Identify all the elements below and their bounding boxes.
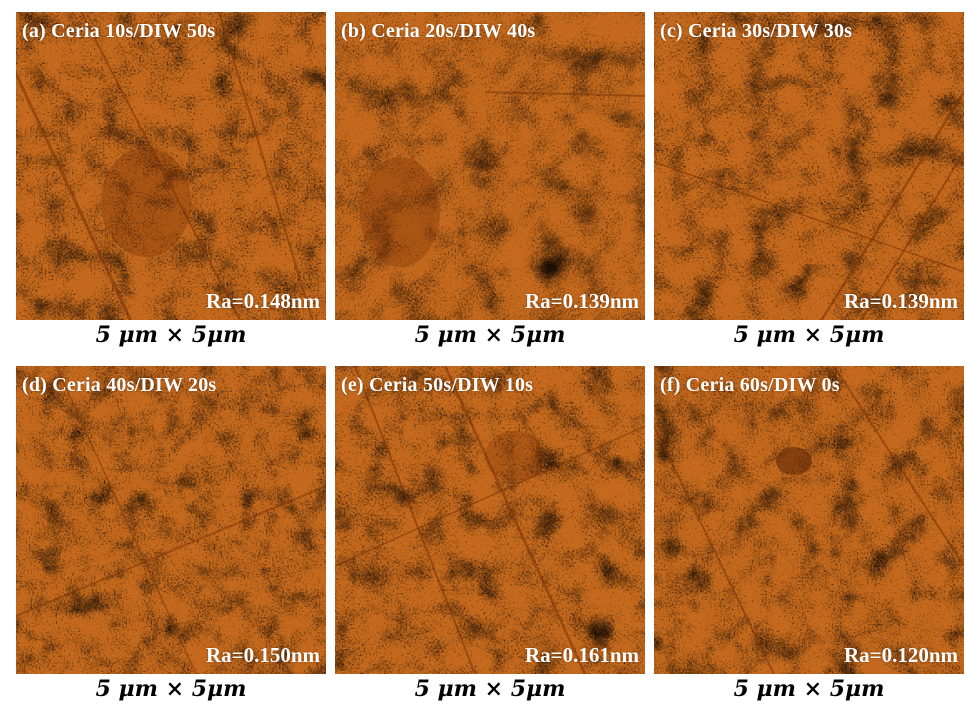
scale-text: 5 μm × 5μm xyxy=(733,322,885,348)
roughness-value: Ra=0.139nm xyxy=(524,289,639,313)
afm-image-b xyxy=(335,12,645,320)
afm-panel-d: (d) Ceria 40s/DIW 20s Ra=0.150nm xyxy=(16,366,326,674)
afm-image-a xyxy=(16,12,326,320)
scale-caption: 5 μm × 5μm xyxy=(335,676,645,702)
roughness-value: Ra=0.161nm xyxy=(524,643,639,667)
scale-text: 5 μm × 5μm xyxy=(733,676,885,702)
scale-caption: 5 μm × 5μm xyxy=(16,676,326,702)
afm-image-d xyxy=(16,366,326,674)
afm-image-e xyxy=(335,366,645,674)
afm-panel-a: (a) Ceria 10s/DIW 50s Ra=0.148nm xyxy=(16,12,326,320)
panel-label: (d) Ceria 40s/DIW 20s xyxy=(22,374,217,396)
roughness-value: Ra=0.150nm xyxy=(205,643,320,667)
scale-caption: 5 μm × 5μm xyxy=(335,322,645,348)
panel-label: (f) Ceria 60s/DIW 0s xyxy=(660,374,840,396)
panel-label: (c) Ceria 30s/DIW 30s xyxy=(660,20,853,42)
roughness-value: Ra=0.139nm xyxy=(843,289,958,313)
afm-panel-e: (e) Ceria 50s/DIW 10s Ra=0.161nm xyxy=(335,366,645,674)
afm-image-c xyxy=(654,12,964,320)
afm-panel-b: (b) Ceria 20s/DIW 40s Ra=0.139nm xyxy=(335,12,645,320)
panel-label: (b) Ceria 20s/DIW 40s xyxy=(341,20,536,42)
afm-image-f xyxy=(654,366,964,674)
scale-text: 5 μm × 5μm xyxy=(414,322,566,348)
afm-panel-f: (f) Ceria 60s/DIW 0s Ra=0.120nm xyxy=(654,366,964,674)
scale-text: 5 μm × 5μm xyxy=(95,322,247,348)
scale-caption: 5 μm × 5μm xyxy=(654,322,964,348)
scale-caption: 5 μm × 5μm xyxy=(654,676,964,702)
scale-caption: 5 μm × 5μm xyxy=(16,322,326,348)
scale-text: 5 μm × 5μm xyxy=(414,676,566,702)
panel-label: (a) Ceria 10s/DIW 50s xyxy=(22,20,216,42)
afm-panel-c: (c) Ceria 30s/DIW 30s Ra=0.139nm xyxy=(654,12,964,320)
roughness-value: Ra=0.120nm xyxy=(843,643,958,667)
roughness-value: Ra=0.148nm xyxy=(205,289,320,313)
scale-text: 5 μm × 5μm xyxy=(95,676,247,702)
panel-label: (e) Ceria 50s/DIW 10s xyxy=(341,374,534,396)
